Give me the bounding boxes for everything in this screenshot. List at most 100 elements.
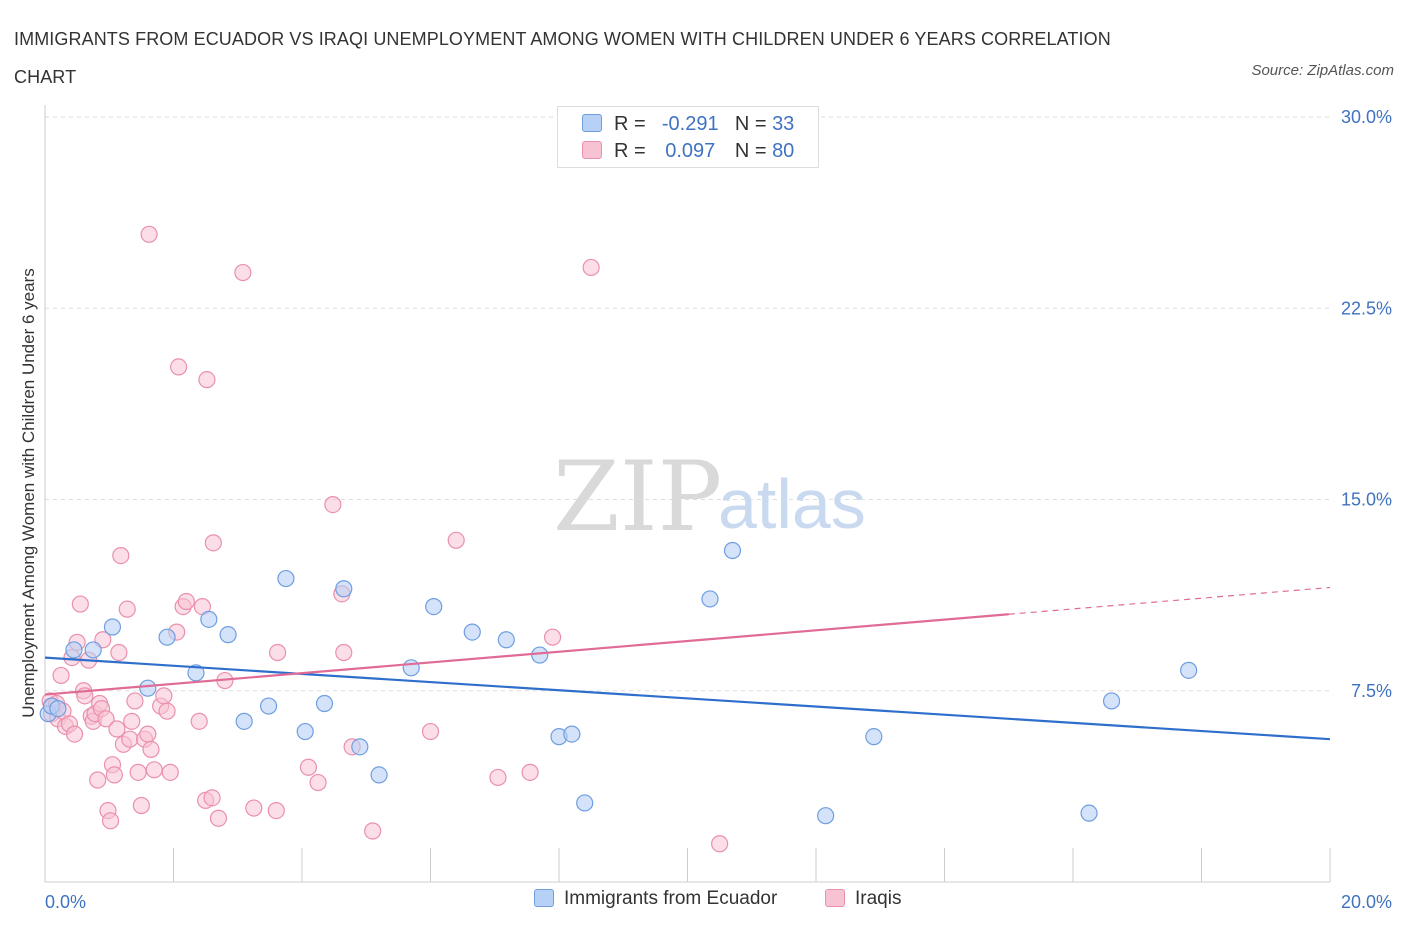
iraqi-point-19 [89,771,107,789]
ecuador-point-17 [351,738,369,756]
iraqi-points [41,225,729,853]
iraqi-point-54 [198,371,216,389]
ecuador-point-12 [259,697,278,715]
iraqi-point-29 [110,643,128,662]
iraqi-point-71 [447,531,465,549]
ecuador-point-27 [701,590,719,608]
iraqi-point-65 [324,496,342,514]
ecuador-point-10 [219,626,237,644]
iraqi-point-69 [364,822,382,840]
legend-item-iraqi: Iraqis [825,888,901,910]
iraqi-point-74 [543,628,562,646]
ecuador-point-26 [576,794,594,812]
iraqi-point-62 [268,643,287,662]
axes [44,105,1331,883]
ecuador-point-4 [84,641,102,659]
legend-n-label: N = [734,113,767,135]
ecuador-point-14 [296,722,314,741]
ecuador-point-29 [817,807,835,825]
iraqi-point-61 [267,801,285,820]
iraqi-trend-line-extension [1008,586,1331,615]
legend-label-iraqi: Iraqis [855,888,902,909]
y-axis-label: Unemployment Among Women with Children U… [19,268,38,717]
iraqi-trend-line [44,613,1009,696]
ecuador-point-18 [370,766,388,784]
ecuador-point-7 [158,628,176,646]
iraqi-point-36 [129,763,147,781]
iraqi-point-5 [52,666,70,685]
tick-labels: 7.5% 15.0% 22.5% 30.0% 0.0% 20.0% [45,107,1392,912]
iraqi-point-70 [421,722,440,741]
ecuador-point-6 [139,679,157,697]
ecuador-point-25 [563,725,581,743]
legend-series: Immigrants from Ecuador Iraqis [0,888,1406,916]
legend-correlation: R = -0.291 N = 33 R = 0.097 N = 80 [557,106,819,168]
trend-lines [44,586,1331,741]
iraqi-point-32 [118,600,136,618]
iraqi-point-60 [245,799,263,817]
ecuador-point-13 [277,569,295,588]
ecuador-point-33 [1180,661,1198,679]
iraqi-point-44 [155,687,173,705]
iraqi-point-50 [177,592,195,611]
iraqi-point-40 [140,225,158,243]
iraqi-point-33 [121,730,139,748]
iraqi-point-59 [234,263,252,282]
ecuador-point-9 [200,610,218,628]
iraqi-point-72 [489,768,507,787]
iraqi-point-56 [204,534,222,552]
ecuador-point-28 [723,541,742,560]
iraqi-point-23 [97,710,115,728]
legend-r-label: R = [614,140,646,162]
iraqi-point-63 [299,758,318,776]
iraqi-point-10 [65,725,84,743]
y-tick-label-1: 15.0% [1341,490,1392,510]
iraqi-point-39 [139,725,157,743]
iraqi-point-48 [170,358,188,376]
iraqi-point-76 [711,835,729,853]
legend-row-iraqi: R = 0.097 N = 80 [582,140,794,166]
watermark-zip: ZIP [553,441,722,553]
iraqi-point-37 [132,796,150,815]
iraqi-point-45 [158,702,176,720]
legend-n-value-ecuador: 33 [772,113,795,135]
chart-title: IMMIGRANTS FROM ECUADOR VS IRAQI UNEMPLO… [14,29,1111,87]
legend-r-value-iraqi: 0.097 [665,140,716,162]
iraqi-point-35 [126,692,144,710]
iraqi-point-41 [142,740,160,759]
ecuador-point-31 [1080,804,1098,822]
ecuador-point-19 [402,659,420,677]
legend-swatch-ecuador [534,889,554,907]
iraqi-point-34 [123,712,141,730]
gridlines [45,116,1330,692]
iraqi-point-73 [521,763,539,781]
ecuador-point-16 [335,580,353,598]
iraqi-point-67 [335,643,353,662]
y-tick-label-2: 22.5% [1341,298,1392,318]
iraqi-point-30 [112,546,130,565]
legend-swatch-iraqi [582,141,602,159]
x-tick-label-0: 0.0% [45,892,86,912]
iraqi-point-28 [108,720,126,738]
iraqi-point-75 [582,258,600,277]
ecuador-point-22 [497,631,515,649]
watermark: ZIP atlas [553,441,866,553]
ecuador-trend-line [44,656,1331,741]
legend-r-value-ecuador: -0.291 [661,113,719,135]
iraqi-point-27 [105,766,123,784]
ecuador-point-11 [235,712,253,730]
y-tick-label-3: 30.0% [1341,107,1392,127]
legend-item-ecuador: Immigrants from Ecuador [534,888,777,910]
iraqi-point-25 [101,812,120,830]
legend-r-label: R = [614,113,646,135]
iraqi-point-46 [161,763,179,781]
iraqi-point-57 [209,809,228,827]
ecuador-point-23 [531,646,549,664]
ecuador-point-15 [315,694,334,713]
legend-label-ecuador: Immigrants from Ecuador [564,888,778,909]
x-tick-label-1: 20.0% [1341,892,1392,912]
iraqi-point-55 [203,789,221,807]
ecuador-point-32 [1102,692,1121,710]
y-tick-label-0: 7.5% [1351,681,1392,701]
